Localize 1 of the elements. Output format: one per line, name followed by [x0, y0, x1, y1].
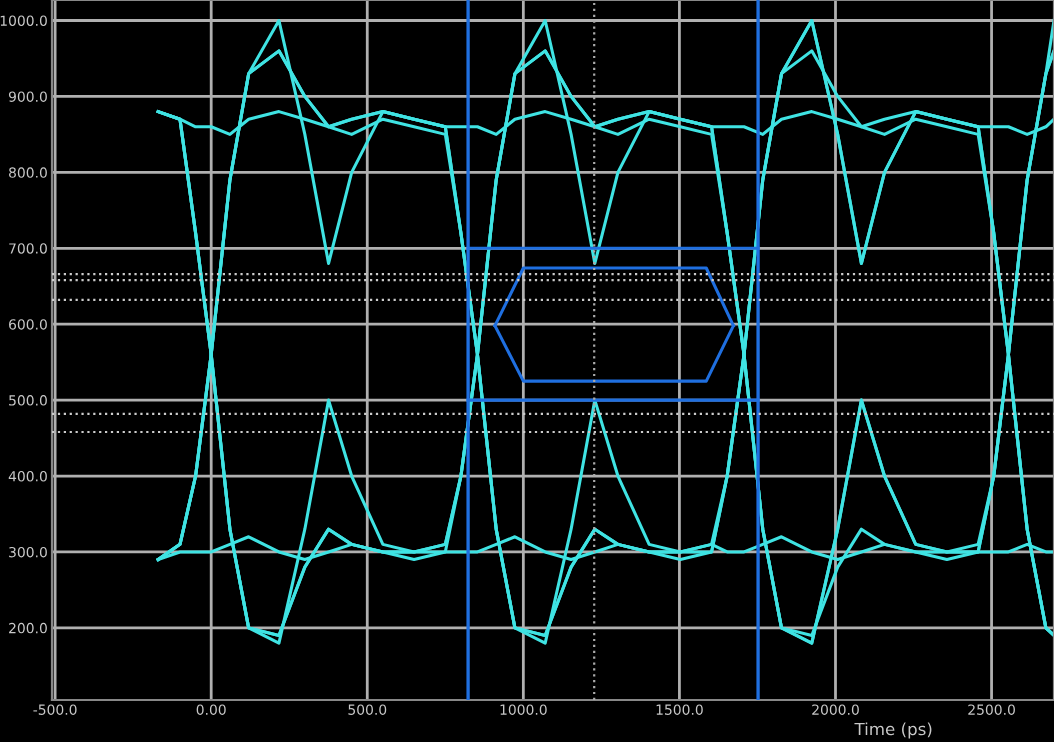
x-axis-title: Time (ps) — [854, 722, 932, 739]
